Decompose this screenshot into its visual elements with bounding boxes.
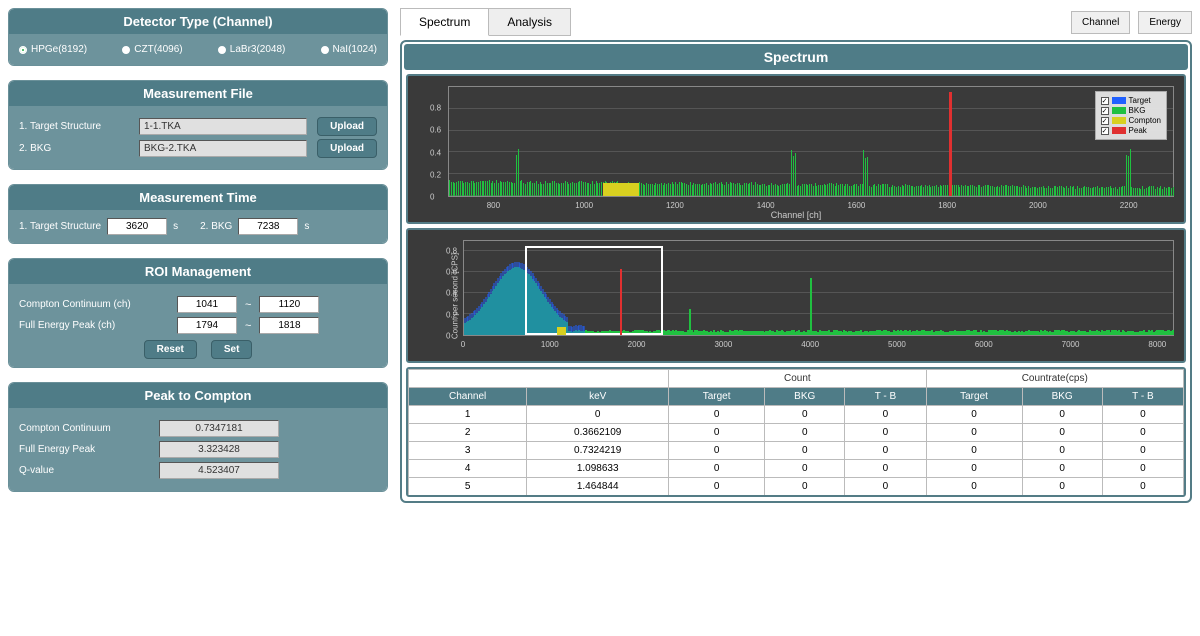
measfile-upload-0[interactable]: Upload [317,117,377,136]
measfile-input-0[interactable] [139,118,307,135]
detector-title: Detector Type (Channel) [9,9,387,34]
detector-panel: Detector Type (Channel) HPGe(8192) CZT(40… [8,8,388,66]
meastime-input2[interactable] [238,218,298,235]
roi-from-1[interactable] [177,317,237,334]
detector-radio-2[interactable]: LaBr3(2048) [218,44,286,55]
table-row[interactable]: 51.464844000000 [409,478,1184,496]
spectrum-panel: Spectrum ✓Target✓BKG✓Compton✓Peak Channe… [400,40,1192,503]
table-row[interactable]: 41.098633000000 [409,460,1184,478]
measfile-input-1[interactable] [139,140,307,157]
roi-to-0[interactable] [259,296,319,313]
table-row[interactable]: 20.3662109000000 [409,424,1184,442]
detector-radio-0[interactable]: HPGe(8192) [19,44,87,55]
ptc-val-0: 0.7347181 [159,420,279,437]
spectrum-title: Spectrum [404,44,1188,70]
meastime-title: Measurement Time [9,185,387,210]
energy-button[interactable]: Energy [1138,11,1192,34]
detector-radio-3[interactable]: NaI(1024) [321,44,377,55]
spectrum-chart-zoom[interactable]: ✓Target✓BKG✓Compton✓Peak Channel [ch] 80… [406,74,1186,224]
table-row[interactable]: 10000000 [409,406,1184,424]
ptc-panel: Peak to Compton Compton Continuum 0.7347… [8,382,388,492]
roi-from-0[interactable] [177,296,237,313]
roi-set-button[interactable]: Set [211,340,253,359]
data-table[interactable]: Count Countrate(cps) ChannelkeVTargetBKG… [406,367,1186,497]
spectrum-chart-full[interactable]: Count per second [CPS] 01000200030004000… [406,228,1186,363]
left-sidebar: Detector Type (Channel) HPGe(8192) CZT(40… [8,8,388,503]
roi-reset-button[interactable]: Reset [144,340,197,359]
meastime-input1[interactable] [107,218,167,235]
meastime-label2: 2. BKG [200,221,232,232]
ptc-title: Peak to Compton [9,383,387,408]
channel-button[interactable]: Channel [1071,11,1130,34]
meastime-label1: 1. Target Structure [19,221,101,232]
right-content: Spectrum Analysis Channel Energy Spectru… [400,8,1192,503]
tab-spectrum[interactable]: Spectrum [400,8,489,36]
measfile-upload-1[interactable]: Upload [317,139,377,158]
meastime-panel: Measurement Time 1. Target Structure s 2… [8,184,388,244]
chart-legend[interactable]: ✓Target✓BKG✓Compton✓Peak [1095,91,1167,140]
measfile-title: Measurement File [9,81,387,106]
detector-radio-1[interactable]: CZT(4096) [122,44,182,55]
roi-to-1[interactable] [259,317,319,334]
tab-bar: Spectrum Analysis Channel Energy [400,8,1192,36]
roi-panel: ROI Management Compton Continuum (ch) ~ … [8,258,388,368]
roi-title: ROI Management [9,259,387,284]
measfile-panel: Measurement File 1. Target Structure Upl… [8,80,388,170]
ptc-val-1: 3.323428 [159,441,279,458]
ptc-val-2: 4.523407 [159,462,279,479]
table-row[interactable]: 30.7324219000000 [409,442,1184,460]
tab-analysis[interactable]: Analysis [488,8,571,36]
